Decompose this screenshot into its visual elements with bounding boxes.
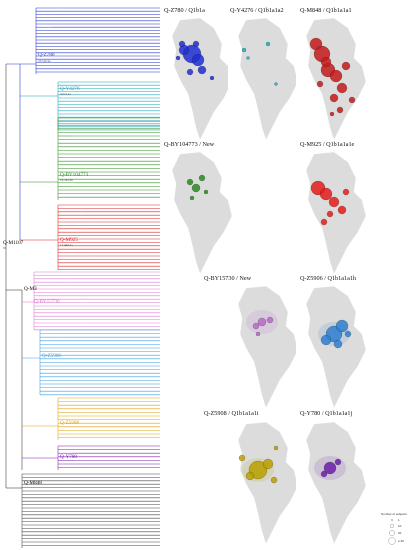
legend-entry-10: 10	[398, 524, 402, 528]
sample-marker	[191, 183, 201, 193]
legend-entry-30: ≥ 30	[398, 539, 404, 543]
sample-marker	[246, 56, 250, 60]
sample-marker	[336, 106, 344, 114]
sample-marker	[255, 331, 261, 337]
node-label-z5908: Q-Z5908	[60, 420, 79, 426]
sample-marker	[323, 461, 337, 475]
sample-marker	[209, 75, 215, 81]
sample-marker	[175, 55, 181, 61]
sample-marker	[335, 319, 349, 333]
map-title-1: Q-Z780 / Q1b1a	[164, 7, 205, 14]
sample-marker	[342, 188, 350, 196]
map-panel-6	[228, 282, 299, 412]
landmass-shape	[237, 421, 299, 545]
sample-marker	[274, 82, 278, 86]
map-panel-5	[296, 148, 367, 278]
sample-marker	[203, 189, 209, 195]
landmass-shape	[305, 421, 367, 545]
sample-marker	[191, 53, 205, 67]
map-title-3: Q-M848 / Q1b1a1a1	[300, 7, 352, 14]
sample-marker	[189, 195, 195, 201]
sample-marker	[265, 41, 271, 47]
map-title-8: Q-Z5908 / Q1b1a1a1i	[204, 410, 259, 417]
landmass-shape	[237, 17, 299, 141]
sample-marker	[178, 40, 186, 48]
map-title-5: Q-M925 / Q1b1a1a1e	[300, 141, 355, 148]
map-panel-3	[296, 14, 367, 144]
node-age-by104773: 16,549 ka	[60, 178, 73, 183]
sample-marker	[329, 111, 335, 117]
sample-marker	[319, 187, 333, 201]
map-title-4: Q-BY104773 / New	[164, 141, 215, 148]
sample-marker	[198, 174, 206, 182]
node-label-y780: Q-Y780	[60, 454, 77, 460]
legend-entry-20: 20	[398, 531, 402, 535]
size-legend: Number of subjects 1 10 20 ≥ 30	[381, 512, 407, 545]
map-title-9: Q-Y780 / Q1b1a1a1j	[300, 410, 353, 417]
sample-marker	[336, 82, 348, 94]
sample-marker	[186, 68, 194, 76]
node-label-by15730: Q-BY15730	[34, 299, 60, 305]
sample-marker	[252, 322, 260, 330]
legend-circle-1	[391, 519, 393, 521]
sample-marker	[197, 65, 207, 75]
map-title-2: Q-Y4276 / Q1b1a1a2	[230, 7, 284, 14]
sample-marker	[333, 339, 343, 349]
sample-marker	[273, 445, 279, 451]
sample-marker	[238, 454, 246, 462]
sample-marker	[320, 334, 332, 346]
map-panel-7	[296, 282, 367, 412]
sample-marker	[186, 178, 194, 186]
node-age-y4276: 4,614 ka	[60, 92, 72, 97]
node-age-m925: 13,444 ka	[60, 243, 73, 248]
node-label-y4276: Q-Y4276	[60, 86, 80, 92]
sample-marker	[326, 210, 334, 218]
sample-marker	[320, 470, 328, 478]
phylogenetic-tree	[3, 7, 160, 548]
sample-marker	[270, 476, 278, 484]
sample-marker	[328, 196, 340, 208]
sample-marker	[341, 61, 351, 71]
node-label-z780: Q-Z780	[38, 52, 55, 58]
map-panel-8	[228, 418, 299, 548]
map-panel-9	[296, 418, 367, 548]
landmass-shape	[237, 285, 299, 409]
sample-marker	[245, 471, 255, 481]
sample-marker	[257, 317, 267, 327]
sample-marker	[344, 330, 352, 338]
sample-marker	[348, 96, 356, 104]
map-grid	[162, 14, 367, 548]
node-label-m3: Q-M3	[24, 286, 37, 292]
sample-marker	[266, 316, 274, 324]
node-label-by104773: Q-BY104773	[60, 172, 89, 178]
legend-circle-20	[389, 530, 395, 536]
sample-marker	[334, 458, 342, 466]
node-age-z780: 23,516 ka	[38, 59, 51, 64]
legend-circle-30	[388, 537, 396, 545]
sample-marker	[329, 69, 343, 83]
legend-circle-10	[390, 524, 394, 528]
sample-marker	[320, 56, 332, 68]
map-title-7: Q-Z5906 / Q1b1a1a1h	[300, 275, 357, 282]
node-label-z5906: Q-Z5906	[42, 353, 61, 359]
sample-marker	[329, 93, 339, 103]
sample-marker	[241, 47, 247, 53]
node-label-root: Q-M1107	[3, 240, 24, 246]
node-label-m848: Q-M848	[24, 480, 42, 486]
sample-marker	[192, 40, 200, 48]
sample-marker	[320, 218, 328, 226]
map-panel-2	[228, 14, 299, 144]
map-panel-1	[162, 14, 233, 144]
sample-marker	[316, 80, 324, 88]
sample-marker	[262, 458, 274, 470]
node-label-m925: Q-M925	[60, 237, 78, 243]
tree-node-labels: Q-M1107 Q-Z780 23,516 ka Q-Y4276 4,614 k…	[3, 52, 89, 486]
map-panel-4	[162, 148, 233, 278]
legend-entry-1: 1	[398, 518, 400, 522]
sample-marker	[337, 205, 347, 215]
legend-title: Number of subjects	[381, 512, 407, 516]
map-titles: Q-Z780 / Q1b1a Q-Y4276 / Q1b1a1a2 Q-M848…	[164, 7, 357, 417]
map-title-6: Q-BY15730 / New	[204, 275, 252, 282]
